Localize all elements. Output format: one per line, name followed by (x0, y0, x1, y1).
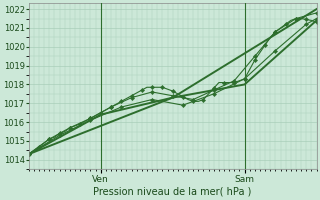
X-axis label: Pression niveau de la mer( hPa ): Pression niveau de la mer( hPa ) (93, 187, 252, 197)
